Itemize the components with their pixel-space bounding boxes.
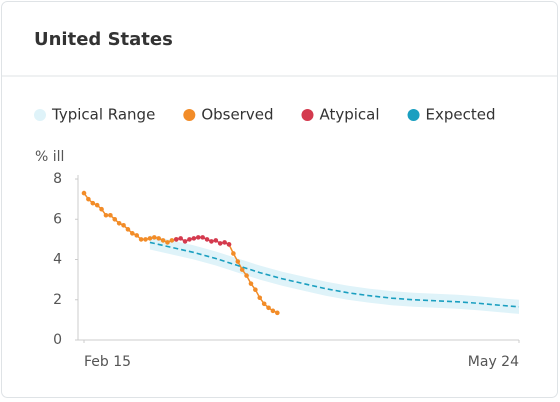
data-point <box>156 236 161 241</box>
data-point <box>275 310 280 316</box>
data-point <box>152 235 157 240</box>
data-point <box>108 212 113 218</box>
data-point <box>253 287 258 292</box>
data-point <box>165 240 170 245</box>
data-point <box>266 305 271 311</box>
data-point <box>169 238 175 243</box>
data-point <box>191 236 197 241</box>
data-point <box>200 235 205 240</box>
data-point <box>121 223 126 228</box>
legend-swatch <box>301 109 314 121</box>
data-point <box>138 237 144 242</box>
legend-label: Typical Range <box>51 106 155 124</box>
y-tick-label: 4 <box>53 252 62 268</box>
y-tick-label: 8 <box>53 171 62 187</box>
data-point <box>213 238 219 243</box>
data-point <box>244 273 249 278</box>
data-point <box>147 236 153 241</box>
data-point <box>270 308 276 314</box>
expected-line <box>149 241 520 308</box>
data-point <box>195 235 201 240</box>
y-axis-label: % ill <box>35 149 64 165</box>
data-point <box>226 242 232 247</box>
data-point <box>178 236 183 241</box>
data-point <box>134 233 140 238</box>
legend-swatch <box>183 109 196 121</box>
data-point <box>116 220 122 226</box>
data-point <box>173 237 179 242</box>
y-tick-label: 0 <box>53 332 62 348</box>
data-point <box>204 237 210 242</box>
data-point <box>231 251 236 256</box>
data-point <box>103 212 109 218</box>
data-point <box>182 239 188 244</box>
legend-swatch <box>34 109 46 121</box>
y-tick-label: 6 <box>53 211 62 227</box>
y-tick-label: 2 <box>53 292 62 308</box>
typical-range-band <box>149 235 519 314</box>
data-point <box>261 301 267 307</box>
legend-label: Atypical <box>319 106 379 124</box>
data-point <box>130 231 135 236</box>
data-point <box>125 227 131 232</box>
data-point <box>257 295 263 301</box>
x-tick-label: Feb 15 <box>84 354 131 370</box>
data-point <box>112 216 118 222</box>
data-point <box>248 281 254 286</box>
data-point <box>222 240 227 245</box>
data-point <box>143 237 148 242</box>
x-tick-label: May 24 <box>468 354 519 370</box>
data-point <box>160 238 166 243</box>
data-point <box>94 202 100 208</box>
data-point <box>90 200 96 206</box>
legend-swatch <box>407 109 420 121</box>
legend-label: Observed <box>201 106 273 124</box>
legend-label: Expected <box>426 106 496 124</box>
data-point <box>187 237 192 242</box>
data-point <box>86 196 91 202</box>
card-title: United States <box>34 29 173 50</box>
data-point <box>81 190 87 196</box>
data-point <box>235 259 241 264</box>
data-point <box>209 239 214 244</box>
data-point <box>217 241 223 246</box>
data-point <box>99 206 104 212</box>
data-point <box>239 267 245 272</box>
